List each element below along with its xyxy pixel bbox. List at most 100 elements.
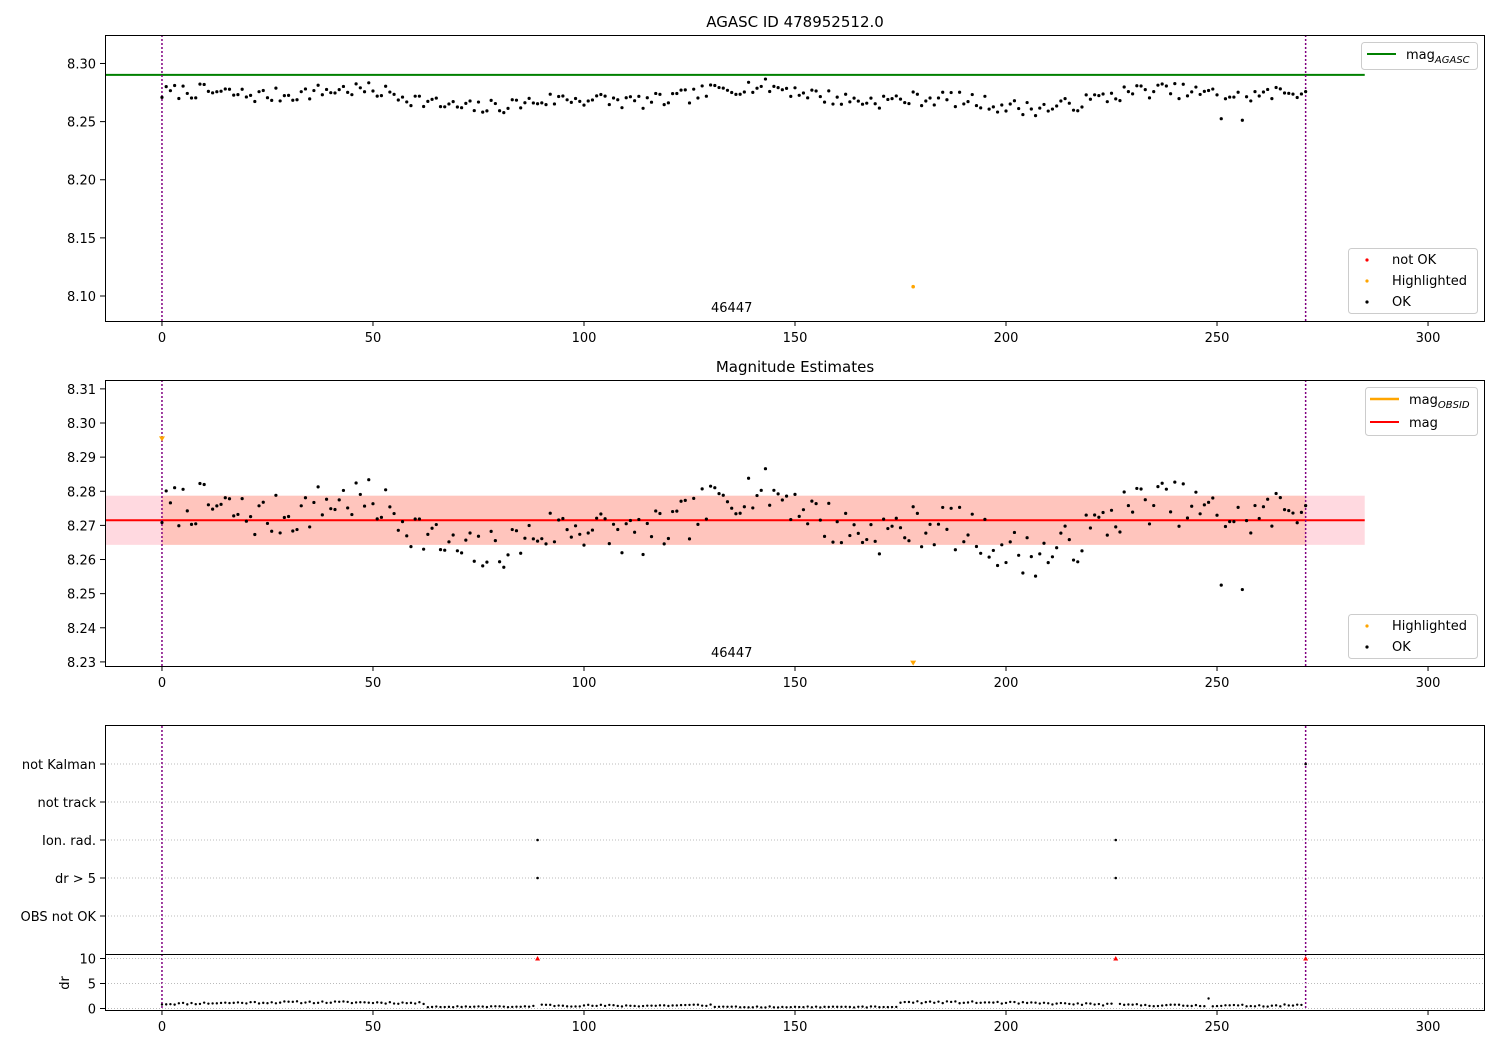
ok-point <box>995 563 1000 568</box>
ok-point <box>248 515 253 519</box>
agasc-plot-data <box>105 35 1365 321</box>
dr-point <box>1258 1004 1261 1007</box>
dr-point <box>852 1006 856 1009</box>
ok-point <box>316 83 320 87</box>
dr-point <box>1220 1004 1223 1008</box>
ok-point <box>620 106 624 110</box>
ok-point <box>822 100 827 104</box>
ok-point <box>633 530 637 534</box>
dr-point <box>578 1005 581 1008</box>
dr-point <box>304 1001 307 1004</box>
dr-point <box>743 1006 746 1009</box>
ok-point <box>873 102 877 106</box>
ok-point <box>898 526 903 530</box>
ok-point <box>839 102 844 106</box>
ok-point <box>679 499 683 503</box>
ok-point <box>717 85 721 90</box>
ok-point <box>557 94 561 99</box>
ok-point <box>1131 92 1135 96</box>
ok-point <box>1071 108 1076 112</box>
ok-point <box>1211 87 1215 91</box>
ok-point <box>1156 485 1160 489</box>
dr-point <box>772 1006 776 1009</box>
ok-point <box>1012 530 1017 535</box>
dr-point <box>401 1001 404 1004</box>
flag-label: dr > 5 <box>55 872 96 887</box>
ok-point <box>936 522 941 526</box>
dr-point <box>945 1000 949 1003</box>
dr-point <box>553 1004 556 1008</box>
dr-point <box>397 1002 400 1005</box>
dr-point <box>987 1001 991 1004</box>
ok-point <box>1008 540 1012 544</box>
ok-point <box>1084 513 1088 517</box>
ok-point <box>1181 82 1185 86</box>
flag-label: OBS not OK <box>21 910 97 925</box>
ok-point <box>1215 513 1219 517</box>
dr-point <box>1300 1003 1303 1007</box>
ok-point <box>371 89 375 93</box>
ok-point <box>282 94 286 98</box>
ok-point <box>506 106 510 111</box>
ok-point <box>514 529 519 533</box>
ok-point <box>852 523 856 527</box>
y-tick-label: 8.15 <box>67 232 96 247</box>
ok-point <box>236 512 240 517</box>
ok-point <box>464 538 468 542</box>
dr-point <box>861 1005 864 1008</box>
ok-point <box>603 94 607 98</box>
dr-point <box>983 1001 987 1004</box>
dr-point <box>823 1005 826 1009</box>
dr-point <box>207 1002 210 1005</box>
magnitude-legend-top: magOBSID mag <box>1365 387 1478 436</box>
dr-point <box>1144 1003 1147 1007</box>
ok-point <box>1114 97 1118 101</box>
ok-point <box>240 497 244 501</box>
ok-point <box>451 100 455 104</box>
magnitude-obsid-annotation: 46447 <box>711 646 752 661</box>
dr-point <box>747 1006 750 1009</box>
agasc-obsid-annotation: 46447 <box>711 301 752 316</box>
ok-point <box>329 91 333 95</box>
ok-point <box>447 540 451 544</box>
dr-point <box>477 1005 480 1008</box>
ok-point <box>346 506 350 510</box>
dr-point <box>464 1005 468 1008</box>
ok-point <box>877 106 882 110</box>
dr-point <box>916 1000 919 1003</box>
ok-point <box>257 90 261 94</box>
ok-point <box>392 511 396 516</box>
ok-point <box>835 520 839 524</box>
dr-point <box>570 1005 573 1008</box>
flag-point <box>1114 838 1118 842</box>
ok-point <box>662 542 666 546</box>
ok-point <box>662 103 666 107</box>
ok-point <box>936 96 941 100</box>
ok-point <box>780 88 784 92</box>
dr-point <box>612 1004 615 1007</box>
ok-point <box>1295 521 1299 525</box>
ok-point <box>514 98 519 102</box>
ok-point <box>974 103 979 108</box>
ok-point <box>637 94 641 98</box>
ok-point <box>755 493 759 498</box>
ok-point <box>708 484 713 488</box>
dr-point <box>359 1001 362 1004</box>
ok-point <box>362 90 367 94</box>
ok-point <box>1004 109 1008 113</box>
ok-point <box>772 84 776 89</box>
dr-point <box>447 1005 451 1009</box>
ok-point <box>181 487 185 491</box>
ok-point <box>215 90 219 94</box>
legend-marker-ok <box>1365 300 1369 304</box>
dr-point <box>1017 1002 1020 1005</box>
ok-point <box>898 97 903 101</box>
dr-point <box>515 1005 518 1008</box>
dr-point <box>295 1000 299 1003</box>
ok-point <box>979 551 983 555</box>
ok-point <box>1050 555 1055 559</box>
ok-point <box>869 96 873 100</box>
legend-ok-label: OK <box>1392 295 1411 310</box>
ok-point <box>953 548 957 552</box>
ok-point <box>1202 503 1206 507</box>
